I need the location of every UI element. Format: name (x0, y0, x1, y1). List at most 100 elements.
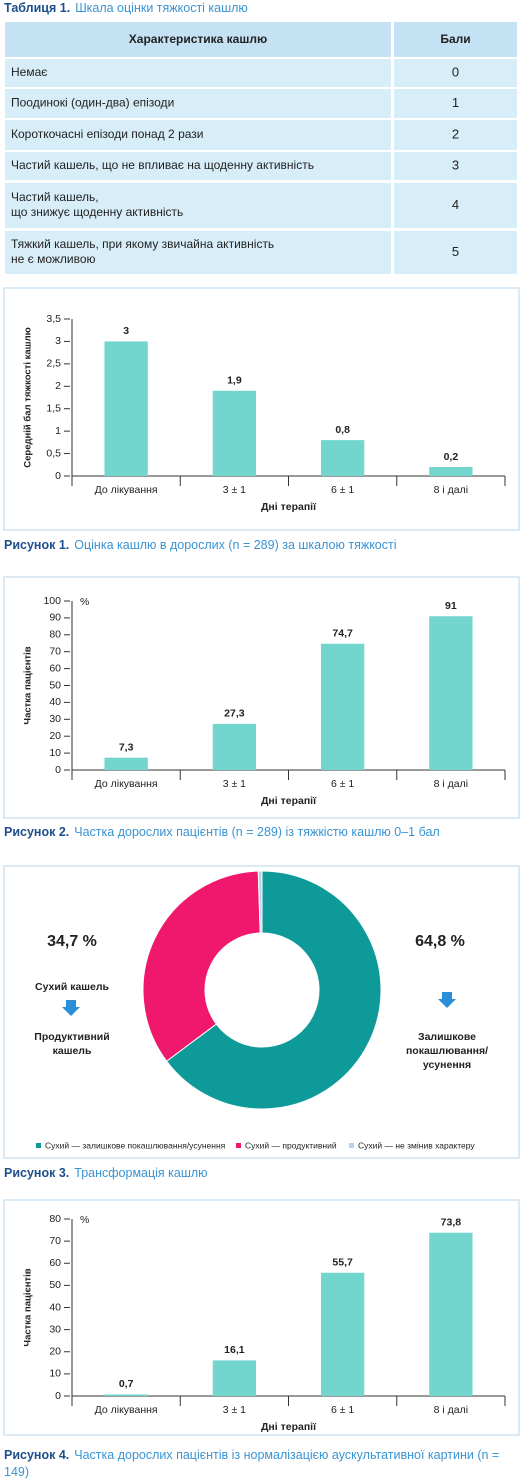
y-tick-label: 80 (49, 1213, 61, 1225)
row-score: 2 (452, 126, 459, 141)
value-label: 3 (123, 325, 129, 337)
chart-frame (3, 287, 520, 531)
y-tick-label: 50 (49, 679, 61, 691)
value-label: 34,7 % (47, 933, 97, 950)
caption-label: Рисунок 1. (4, 538, 70, 552)
table-cell (5, 231, 391, 274)
figure-caption: Рисунок 4. Частка дорослих пацієнтів із н… (4, 1447, 504, 1481)
x-tick-label: 8 і далі (434, 1404, 468, 1416)
table-cell (394, 89, 517, 118)
bar (104, 1394, 148, 1396)
header-cell (394, 22, 517, 57)
bar (104, 341, 148, 476)
y-axis-label: Середній бал тяжкості кашлю (23, 327, 34, 468)
bar (104, 757, 148, 770)
row-label: Тяжкий кашель, при якому звичайна активн… (11, 237, 274, 251)
x-tick-label: До лікування (95, 484, 158, 496)
x-tick-label: 8 і далі (434, 778, 468, 790)
y-tick-label: 70 (49, 645, 61, 657)
value-label: 0,7 (119, 1378, 134, 1390)
x-tick-label: 3 ± 1 (223, 484, 246, 496)
table-cell (5, 59, 391, 87)
table-cell (5, 120, 391, 150)
row-label: Частий кашель, (11, 190, 99, 204)
y-tick-label: 80 (49, 629, 61, 641)
legend-label: Сухий — не змінив характеру (358, 1140, 475, 1150)
y-tick-label: 10 (49, 1368, 61, 1380)
row-label: не є можливою (11, 252, 96, 266)
donut-slice (165, 870, 382, 1110)
caption-label: Рисунок 3. (4, 1166, 70, 1180)
bar (212, 390, 257, 476)
row-label: Частий кашель, що не впливає на щоденну … (11, 158, 314, 172)
x-axis-label: Дні терапії (261, 501, 317, 513)
x-tick-label: 3 ± 1 (223, 778, 246, 790)
row-label: що знижує щоденну активність (11, 205, 183, 219)
x-tick-label: 3 ± 1 (223, 1404, 246, 1416)
arrow-down (438, 992, 456, 1008)
y-axis-label: Частка пацієнтів (23, 1268, 34, 1346)
row-label: Немає (11, 65, 47, 79)
x-tick-label: 6 ± 1 (331, 484, 354, 496)
y-unit: % (80, 596, 89, 608)
caption-text: Оцінка кашлю в дорослих (n = 289) за шка… (74, 538, 397, 552)
caption-label: Рисунок 4. (4, 1448, 70, 1462)
y-tick-label: 3 (55, 335, 61, 347)
chart-frame (3, 1199, 520, 1436)
row-score: 3 (452, 157, 459, 172)
table-cell (394, 120, 517, 150)
bar (320, 1272, 365, 1396)
bar (429, 616, 473, 770)
value-label: 73,8 (441, 1216, 462, 1228)
value-label: 74,7 (332, 628, 353, 640)
row-score: 0 (452, 64, 459, 79)
bar (320, 643, 365, 770)
annotation: покашлювання/ (406, 1045, 488, 1057)
caption-text: Шкала оцінки тяжкості кашлю (75, 1, 248, 15)
value-label: 0,2 (444, 451, 459, 463)
donut-slice (257, 870, 263, 934)
y-tick-label: 10 (49, 747, 61, 759)
y-tick-label: 70 (49, 1235, 61, 1247)
y-unit: % (80, 1214, 89, 1226)
caption-label: Рисунок 2. (4, 825, 70, 839)
value-label: 16,1 (224, 1344, 245, 1356)
table-cell (394, 59, 517, 87)
chart-frame (3, 576, 520, 819)
table-cell (394, 231, 517, 274)
row-label: Короткочасні епізоди понад 2 рази (11, 127, 203, 141)
x-tick-label: 6 ± 1 (331, 778, 354, 790)
bar (320, 440, 365, 476)
x-tick-label: 8 і далі (434, 484, 468, 496)
y-tick-label: 2,5 (46, 358, 61, 370)
value-label: 27,3 (224, 708, 245, 720)
caption-text: Частка дорослих пацієнтів (n = 289) із т… (74, 825, 440, 839)
bar (429, 1232, 473, 1396)
y-tick-label: 40 (49, 696, 61, 708)
row-score: 4 (452, 197, 459, 212)
annotation: усунення (423, 1059, 471, 1071)
row-score: 5 (452, 244, 459, 259)
row-score: 1 (452, 95, 459, 110)
bar (212, 723, 257, 770)
y-tick-label: 50 (49, 1279, 61, 1291)
y-tick-label: 0 (55, 1390, 61, 1402)
y-tick-label: 40 (49, 1301, 61, 1313)
annotation: Залишкове (418, 1031, 476, 1043)
x-axis-label: Дні терапії (261, 1421, 317, 1433)
y-tick-label: 0 (55, 764, 61, 776)
y-tick-label: 0,5 (46, 447, 61, 459)
legend-swatch (236, 1143, 241, 1148)
annotation: Продуктивний (34, 1031, 109, 1043)
header-text: Бали (440, 32, 470, 46)
table-cell (5, 152, 391, 180)
y-axis-label: Частка пацієнтів (23, 646, 34, 724)
annotation: Сухий кашель (35, 981, 110, 993)
y-tick-label: 3,5 (46, 313, 61, 325)
value-label: 7,3 (119, 741, 134, 753)
y-tick-label: 20 (49, 730, 61, 742)
y-tick-label: 30 (49, 1323, 61, 1335)
legend-swatch (349, 1143, 354, 1148)
bar (212, 1360, 257, 1396)
